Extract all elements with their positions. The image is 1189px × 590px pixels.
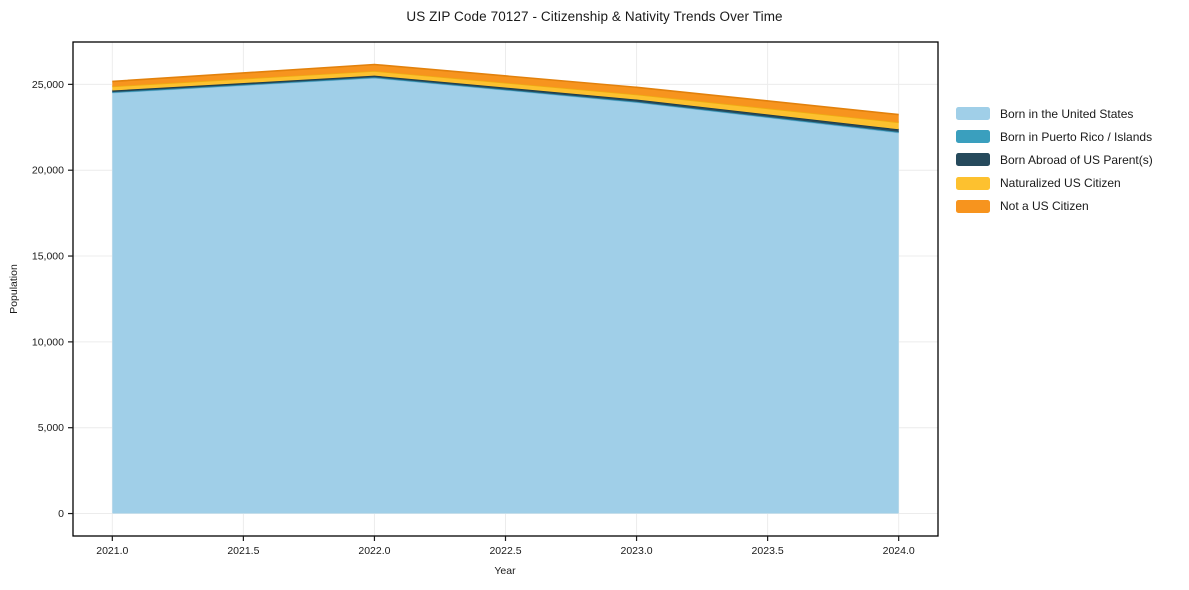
legend-item: Naturalized US Citizen: [956, 172, 1153, 195]
area-layer-0: [112, 77, 899, 514]
x-tick-label: 2021.0: [96, 545, 128, 557]
y-axis-label: Population: [8, 264, 20, 314]
legend-item: Born in the United States: [956, 102, 1153, 125]
y-tick-label: 10,000: [32, 336, 64, 348]
x-tick-label: 2023.5: [752, 545, 784, 557]
x-tick-label: 2022.5: [489, 545, 521, 557]
legend-label: Not a US Citizen: [1000, 199, 1089, 214]
legend: Born in the United States Born in Puerto…: [956, 102, 1153, 218]
legend-swatch-not-citizen: [956, 199, 990, 213]
legend-item: Born in Puerto Rico / Islands: [956, 125, 1153, 148]
x-axis-label: Year: [494, 565, 516, 577]
legend-swatch-born-in-us: [956, 107, 990, 121]
x-tick-label: 2024.0: [883, 545, 915, 557]
legend-label: Born Abroad of US Parent(s): [1000, 152, 1153, 167]
y-tick-label: 20,000: [32, 165, 64, 177]
chart-title: US ZIP Code 70127 - Citizenship & Nativi…: [406, 9, 783, 24]
y-tick-label: 5,000: [38, 422, 64, 434]
legend-label: Born in the United States: [1000, 106, 1134, 121]
legend-item: Born Abroad of US Parent(s): [956, 148, 1153, 171]
legend-label: Born in Puerto Rico / Islands: [1000, 129, 1153, 144]
legend-label: Naturalized US Citizen: [1000, 176, 1121, 191]
legend-swatch-born-abroad: [956, 153, 990, 167]
y-tick-label: 15,000: [32, 251, 64, 263]
legend-item: Not a US Citizen: [956, 195, 1153, 218]
y-tick-label: 25,000: [32, 79, 64, 91]
legend-swatch-naturalized: [956, 176, 990, 190]
legend-swatch-born-puerto-rico: [956, 130, 990, 144]
area-edge-4: [112, 63, 899, 116]
x-tick-label: 2022.0: [358, 545, 390, 557]
y-tick-label: 0: [58, 508, 64, 520]
x-tick-label: 2021.5: [227, 545, 259, 557]
x-tick-label: 2023.0: [620, 545, 652, 557]
